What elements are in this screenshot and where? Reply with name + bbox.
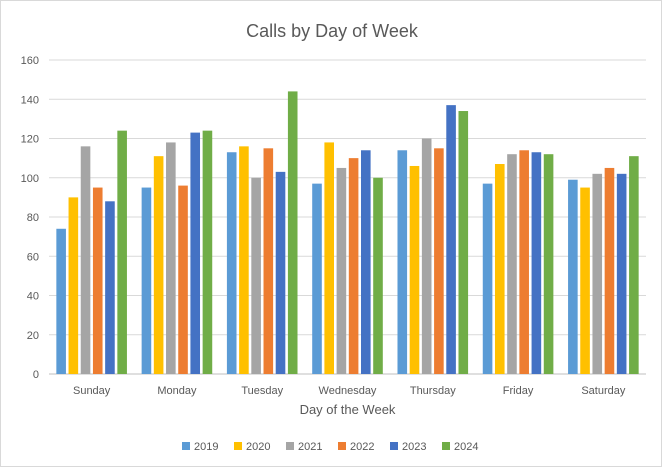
bar-2022-thursday xyxy=(434,148,444,374)
bar-2019-thursday xyxy=(397,150,408,374)
legend-swatch-2023 xyxy=(390,442,398,450)
bar-2020-wednesday xyxy=(324,142,334,374)
bar-2024-thursday xyxy=(458,111,469,375)
x-tick-label: Wednesday xyxy=(319,385,377,397)
bar-2022-sunday xyxy=(92,187,103,374)
bar-2023-friday xyxy=(531,152,542,374)
bar-2023-sunday xyxy=(105,201,115,374)
bar-2020-saturday xyxy=(580,187,590,374)
bar-2022-wednesday xyxy=(348,158,359,374)
bar-2020-tuesday xyxy=(239,146,249,374)
x-tick-label: Friday xyxy=(503,385,534,397)
bar-2024-saturday xyxy=(629,156,639,374)
y-tick-label: 80 xyxy=(27,212,39,224)
bar-2021-thursday xyxy=(421,138,432,374)
bar-2024-wednesday xyxy=(373,177,383,374)
bar-2020-thursday xyxy=(409,165,420,374)
y-tick-label: 40 xyxy=(27,291,39,303)
bar-2023-saturday xyxy=(616,173,627,374)
bar-2019-monday xyxy=(141,187,152,374)
bar-2019-sunday xyxy=(56,228,66,374)
bar-2022-saturday xyxy=(604,167,615,374)
bar-2023-wednesday xyxy=(361,150,371,374)
y-tick-label: 100 xyxy=(21,173,39,185)
bar-2021-tuesday xyxy=(251,177,261,374)
x-tick-label: Saturday xyxy=(581,385,626,397)
bar-2024-tuesday xyxy=(287,91,298,375)
x-tick-label: Tuesday xyxy=(241,385,283,397)
bar-2019-wednesday xyxy=(312,183,322,374)
chart-title: Calls by Day of Week xyxy=(246,21,418,41)
legend-label-2019: 2019 xyxy=(194,441,218,453)
y-tick-label: 20 xyxy=(27,330,39,342)
legend-swatch-2024 xyxy=(442,442,450,450)
bar-2021-saturday xyxy=(592,173,603,374)
bar-2021-monday xyxy=(166,142,176,374)
x-tick-label: Sunday xyxy=(73,385,111,397)
bar-2021-wednesday xyxy=(336,167,347,374)
bar-2021-friday xyxy=(507,154,517,374)
legend-label-2021: 2021 xyxy=(298,441,322,453)
bar-2019-saturday xyxy=(568,179,578,374)
bar-2020-friday xyxy=(494,164,505,374)
bar-2023-thursday xyxy=(446,105,456,374)
x-tick-label: Thursday xyxy=(410,385,456,397)
legend-swatch-2019 xyxy=(182,442,190,450)
bar-2019-friday xyxy=(482,183,493,374)
bar-2021-sunday xyxy=(80,146,91,374)
legend-label-2020: 2020 xyxy=(246,441,270,453)
legend-swatch-2022 xyxy=(338,442,346,450)
x-axis-title: Day of the Week xyxy=(300,402,396,417)
bar-2022-tuesday xyxy=(263,148,274,374)
bar-2023-tuesday xyxy=(275,171,286,374)
legend-swatch-2020 xyxy=(234,442,242,450)
y-tick-label: 60 xyxy=(27,251,39,263)
legend-label-2023: 2023 xyxy=(402,441,426,453)
x-tick-label: Monday xyxy=(157,385,197,397)
bar-2024-sunday xyxy=(117,130,127,374)
legend-label-2024: 2024 xyxy=(454,441,478,453)
bar-2024-friday xyxy=(543,154,554,374)
bar-2022-monday xyxy=(178,185,188,374)
y-tick-label: 140 xyxy=(21,94,39,106)
y-tick-label: 0 xyxy=(33,369,39,381)
legend-swatch-2021 xyxy=(286,442,294,450)
bar-2020-sunday xyxy=(68,197,79,374)
bar-2024-monday xyxy=(202,130,213,374)
legend-label-2022: 2022 xyxy=(350,441,374,453)
bar-2023-monday xyxy=(190,132,201,374)
bar-2022-friday xyxy=(519,150,529,374)
bar-2019-tuesday xyxy=(226,152,237,374)
y-tick-label: 120 xyxy=(21,134,39,146)
y-tick-label: 160 xyxy=(21,55,39,67)
bar-2020-monday xyxy=(153,156,164,374)
